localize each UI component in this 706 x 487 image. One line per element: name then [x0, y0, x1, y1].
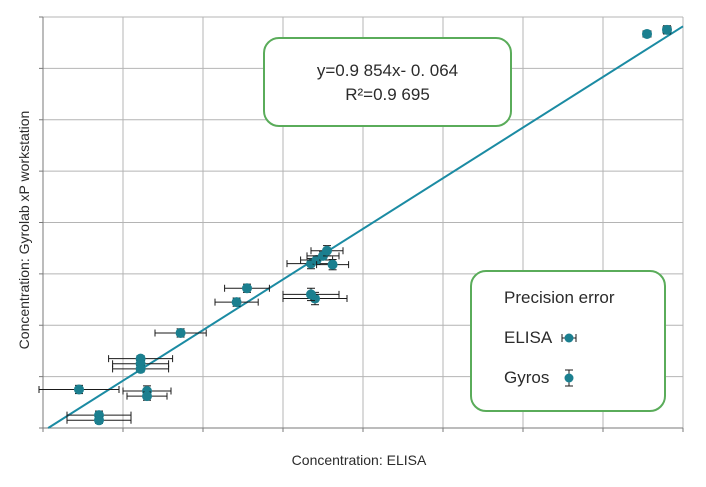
legend-item-elisa: ELISA	[504, 328, 577, 348]
data-point-8	[126, 391, 168, 402]
y-axis-label: Concentration: Gyrolab xP workstation	[16, 110, 32, 350]
point-marker	[327, 259, 338, 270]
data-point-3	[66, 415, 132, 426]
point-marker	[322, 245, 332, 256]
regression-line-path	[47, 25, 684, 429]
data-points	[38, 24, 672, 426]
data-point-1	[38, 384, 120, 395]
point-marker	[242, 283, 252, 294]
legend-item-gyros: Gyros	[504, 368, 574, 388]
regression-line	[47, 25, 684, 429]
legend-title: Precision error	[504, 288, 615, 307]
point-marker	[74, 384, 84, 395]
legend-label-gyros: Gyros	[504, 368, 550, 387]
data-point-17	[310, 245, 344, 257]
x-axis-label: Concentration: ELISA	[291, 452, 427, 468]
legend-label-elisa: ELISA	[504, 328, 553, 347]
point-marker	[662, 24, 672, 35]
horizontal-error-bar-icon	[561, 333, 577, 343]
data-point-20	[662, 24, 672, 35]
data-point-9	[154, 327, 207, 338]
data-point-10	[214, 297, 259, 308]
point-marker	[231, 297, 242, 308]
data-point-11	[224, 283, 270, 294]
vertical-error-bar-icon	[564, 369, 574, 387]
point-marker	[142, 391, 152, 402]
point-marker	[175, 327, 186, 338]
r-squared: R²=0.9 695	[345, 85, 430, 104]
point-marker	[94, 415, 104, 426]
regression-equation: y=0.9 854x- 0. 064	[316, 61, 459, 80]
data-point-18	[316, 258, 350, 271]
data-point-6	[112, 363, 170, 374]
data-point-13	[282, 287, 340, 302]
point-marker	[642, 28, 652, 39]
legend: Precision error ELISA Gyros	[470, 270, 666, 412]
point-marker	[135, 363, 146, 374]
data-point-19	[642, 28, 652, 39]
equation-box: y=0.9 854x- 0. 064 R²=0.9 695	[263, 37, 512, 127]
point-marker	[306, 289, 316, 300]
axes	[39, 16, 684, 432]
